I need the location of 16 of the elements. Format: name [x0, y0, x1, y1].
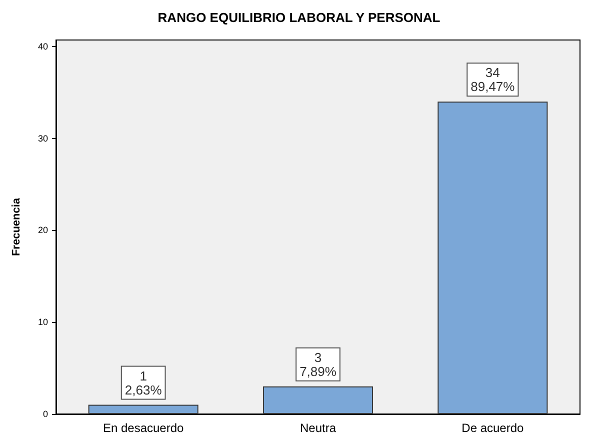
y-tick-label: 10 [38, 317, 48, 328]
y-axis-title: Frecuencia [10, 197, 22, 256]
y-tick-label: 20 [38, 225, 48, 236]
bar [88, 404, 198, 414]
x-tick-label: De acuerdo [462, 421, 524, 435]
y-tick-label: 40 [38, 41, 48, 52]
data-label: 1 2,63% [124, 368, 162, 398]
data-label: 34 89,47% [470, 65, 516, 94]
data-label: 3 7,89% [300, 350, 337, 379]
x-tick-label: Neutra [300, 421, 336, 435]
x-tick-label: En desacuerdo [102, 421, 184, 435]
y-tick-label: 0 [42, 409, 48, 419]
bar [438, 102, 548, 414]
bar [262, 386, 374, 414]
y-tick-label: 30 [38, 133, 48, 144]
chart-title: RANGO EQUILIBRIO LABORAL Y PERSONAL [158, 10, 440, 25]
